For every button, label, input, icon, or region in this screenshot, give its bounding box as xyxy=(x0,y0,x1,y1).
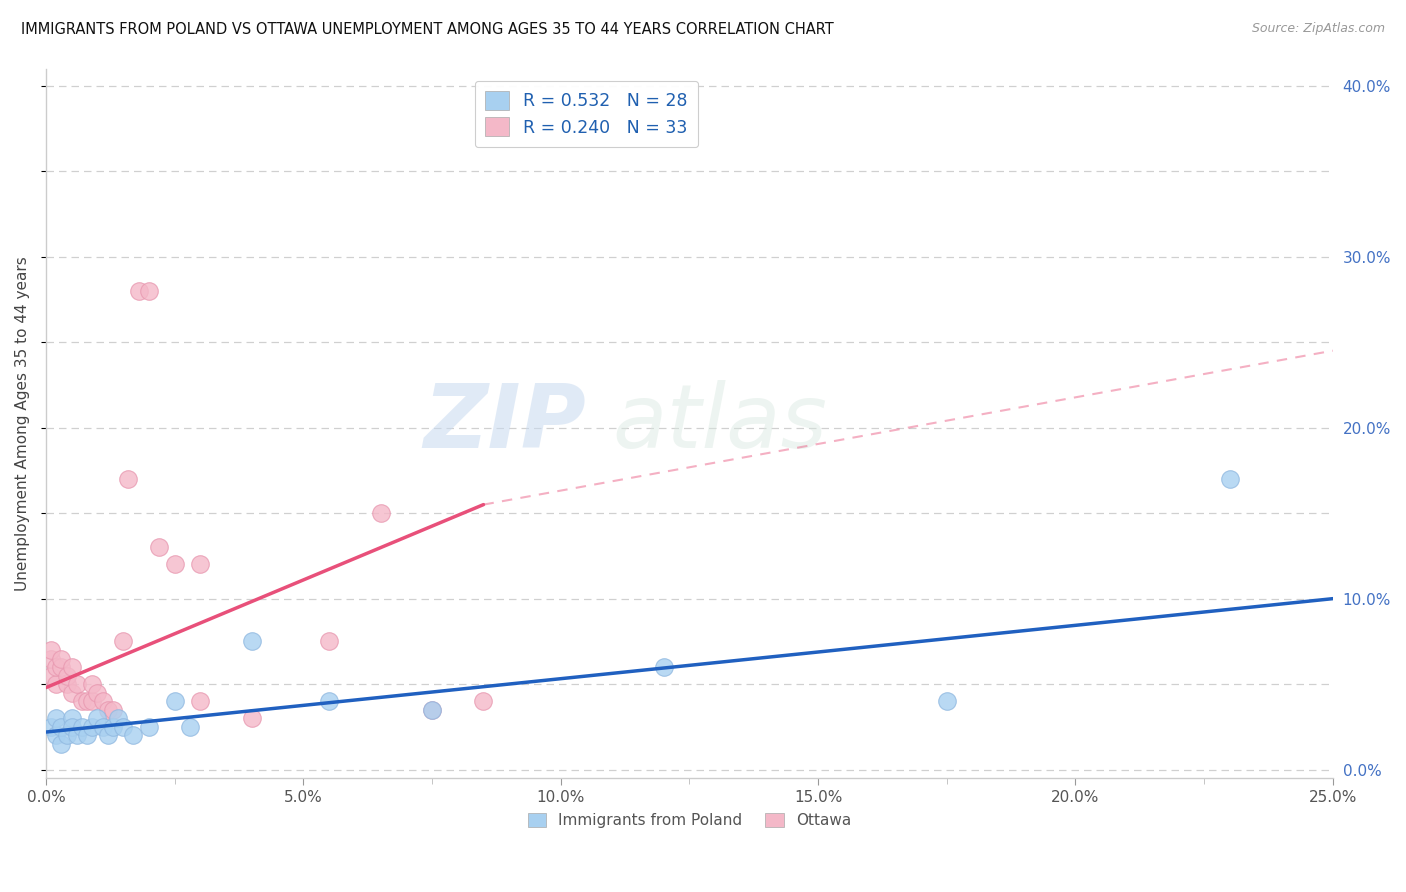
Point xyxy=(55,668,77,682)
Legend: Immigrants from Poland, Ottawa: Immigrants from Poland, Ottawa xyxy=(522,807,858,834)
Point xyxy=(97,703,120,717)
Point xyxy=(148,541,170,555)
Point xyxy=(472,694,495,708)
Point xyxy=(45,711,67,725)
Point xyxy=(60,686,83,700)
Point xyxy=(60,711,83,725)
Point xyxy=(91,720,114,734)
Point xyxy=(45,729,67,743)
Point xyxy=(97,729,120,743)
Text: ZIP: ZIP xyxy=(423,380,586,467)
Point xyxy=(163,694,186,708)
Point xyxy=(51,651,73,665)
Point xyxy=(935,694,957,708)
Point xyxy=(420,703,443,717)
Point xyxy=(138,720,160,734)
Point xyxy=(55,677,77,691)
Point xyxy=(45,677,67,691)
Point xyxy=(60,660,83,674)
Point xyxy=(55,729,77,743)
Y-axis label: Unemployment Among Ages 35 to 44 years: Unemployment Among Ages 35 to 44 years xyxy=(15,256,30,591)
Point xyxy=(66,729,89,743)
Point xyxy=(163,558,186,572)
Point xyxy=(82,694,104,708)
Point xyxy=(101,703,124,717)
Point xyxy=(652,660,675,674)
Point xyxy=(76,694,98,708)
Point xyxy=(117,472,139,486)
Point xyxy=(86,711,108,725)
Point xyxy=(179,720,201,734)
Point xyxy=(420,703,443,717)
Point xyxy=(51,660,73,674)
Point xyxy=(70,720,93,734)
Point xyxy=(91,694,114,708)
Point xyxy=(86,686,108,700)
Point xyxy=(82,677,104,691)
Point xyxy=(39,643,62,657)
Point xyxy=(138,284,160,298)
Point xyxy=(240,711,263,725)
Text: IMMIGRANTS FROM POLAND VS OTTAWA UNEMPLOYMENT AMONG AGES 35 TO 44 YEARS CORRELAT: IMMIGRANTS FROM POLAND VS OTTAWA UNEMPLO… xyxy=(21,22,834,37)
Point xyxy=(82,720,104,734)
Point xyxy=(112,634,135,648)
Point xyxy=(39,651,62,665)
Point xyxy=(39,668,62,682)
Point xyxy=(76,729,98,743)
Point xyxy=(318,694,340,708)
Point xyxy=(51,737,73,751)
Point xyxy=(318,634,340,648)
Point xyxy=(101,720,124,734)
Point xyxy=(60,720,83,734)
Point xyxy=(240,634,263,648)
Point xyxy=(107,711,129,725)
Point xyxy=(190,558,212,572)
Text: Source: ZipAtlas.com: Source: ZipAtlas.com xyxy=(1251,22,1385,36)
Point xyxy=(70,694,93,708)
Point xyxy=(51,720,73,734)
Point xyxy=(112,720,135,734)
Point xyxy=(66,677,89,691)
Point xyxy=(122,729,145,743)
Point xyxy=(45,660,67,674)
Point xyxy=(1219,472,1241,486)
Text: atlas: atlas xyxy=(612,380,827,467)
Point xyxy=(190,694,212,708)
Point xyxy=(128,284,150,298)
Point xyxy=(370,506,392,520)
Point xyxy=(39,720,62,734)
